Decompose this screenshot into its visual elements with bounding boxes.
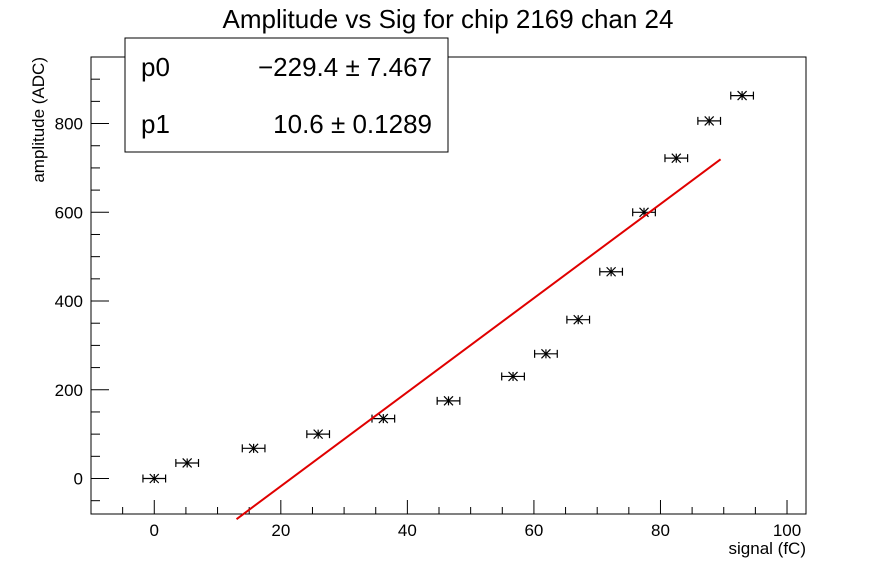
data-point — [241, 443, 266, 454]
data-points — [142, 90, 755, 484]
x-tick-label: 60 — [524, 521, 543, 540]
y-tick-label: 0 — [74, 470, 83, 489]
chart-title: Amplitude vs Sig for chip 2169 chan 24 — [223, 4, 674, 34]
y-tick-label: 600 — [55, 203, 83, 222]
y-tick-label: 400 — [55, 292, 83, 311]
data-point — [371, 413, 396, 424]
data-point — [142, 473, 167, 484]
x-tick-label: 80 — [651, 521, 670, 540]
fit-param-p1-name: p1 — [141, 109, 170, 139]
y-axis: 0 200 400 600 800 — [55, 56, 109, 502]
y-axis-title: amplitude (ADC) — [29, 57, 48, 183]
x-axis-title: signal (fC) — [729, 539, 806, 558]
fit-stats-box: p0 −229.4 ± 7.467 p1 10.6 ± 0.1289 — [124, 37, 449, 153]
data-point — [436, 395, 461, 406]
data-point — [534, 348, 558, 359]
y-tick-label: 800 — [55, 115, 83, 134]
x-tick-label: 0 — [150, 521, 159, 540]
x-tick-label: 40 — [398, 521, 417, 540]
data-point — [566, 314, 591, 325]
fit-param-p1-value: 10.6 ± 0.1289 — [273, 109, 432, 139]
data-point — [632, 207, 656, 218]
data-point — [175, 458, 200, 468]
data-point — [697, 115, 722, 126]
fit-line — [235, 158, 722, 520]
x-tick-label: 100 — [773, 521, 801, 540]
fit-param-p0-name: p0 — [141, 52, 170, 82]
data-point — [664, 153, 689, 164]
x-tick-label: 20 — [271, 521, 290, 540]
data-point — [599, 266, 624, 277]
data-point — [730, 90, 755, 101]
data-point — [501, 371, 525, 382]
x-axis: 0 20 40 60 80 100 — [90, 500, 801, 540]
y-tick-label: 200 — [55, 381, 83, 400]
fit-param-p0-value: −229.4 ± 7.467 — [258, 52, 432, 82]
data-point — [306, 429, 331, 440]
